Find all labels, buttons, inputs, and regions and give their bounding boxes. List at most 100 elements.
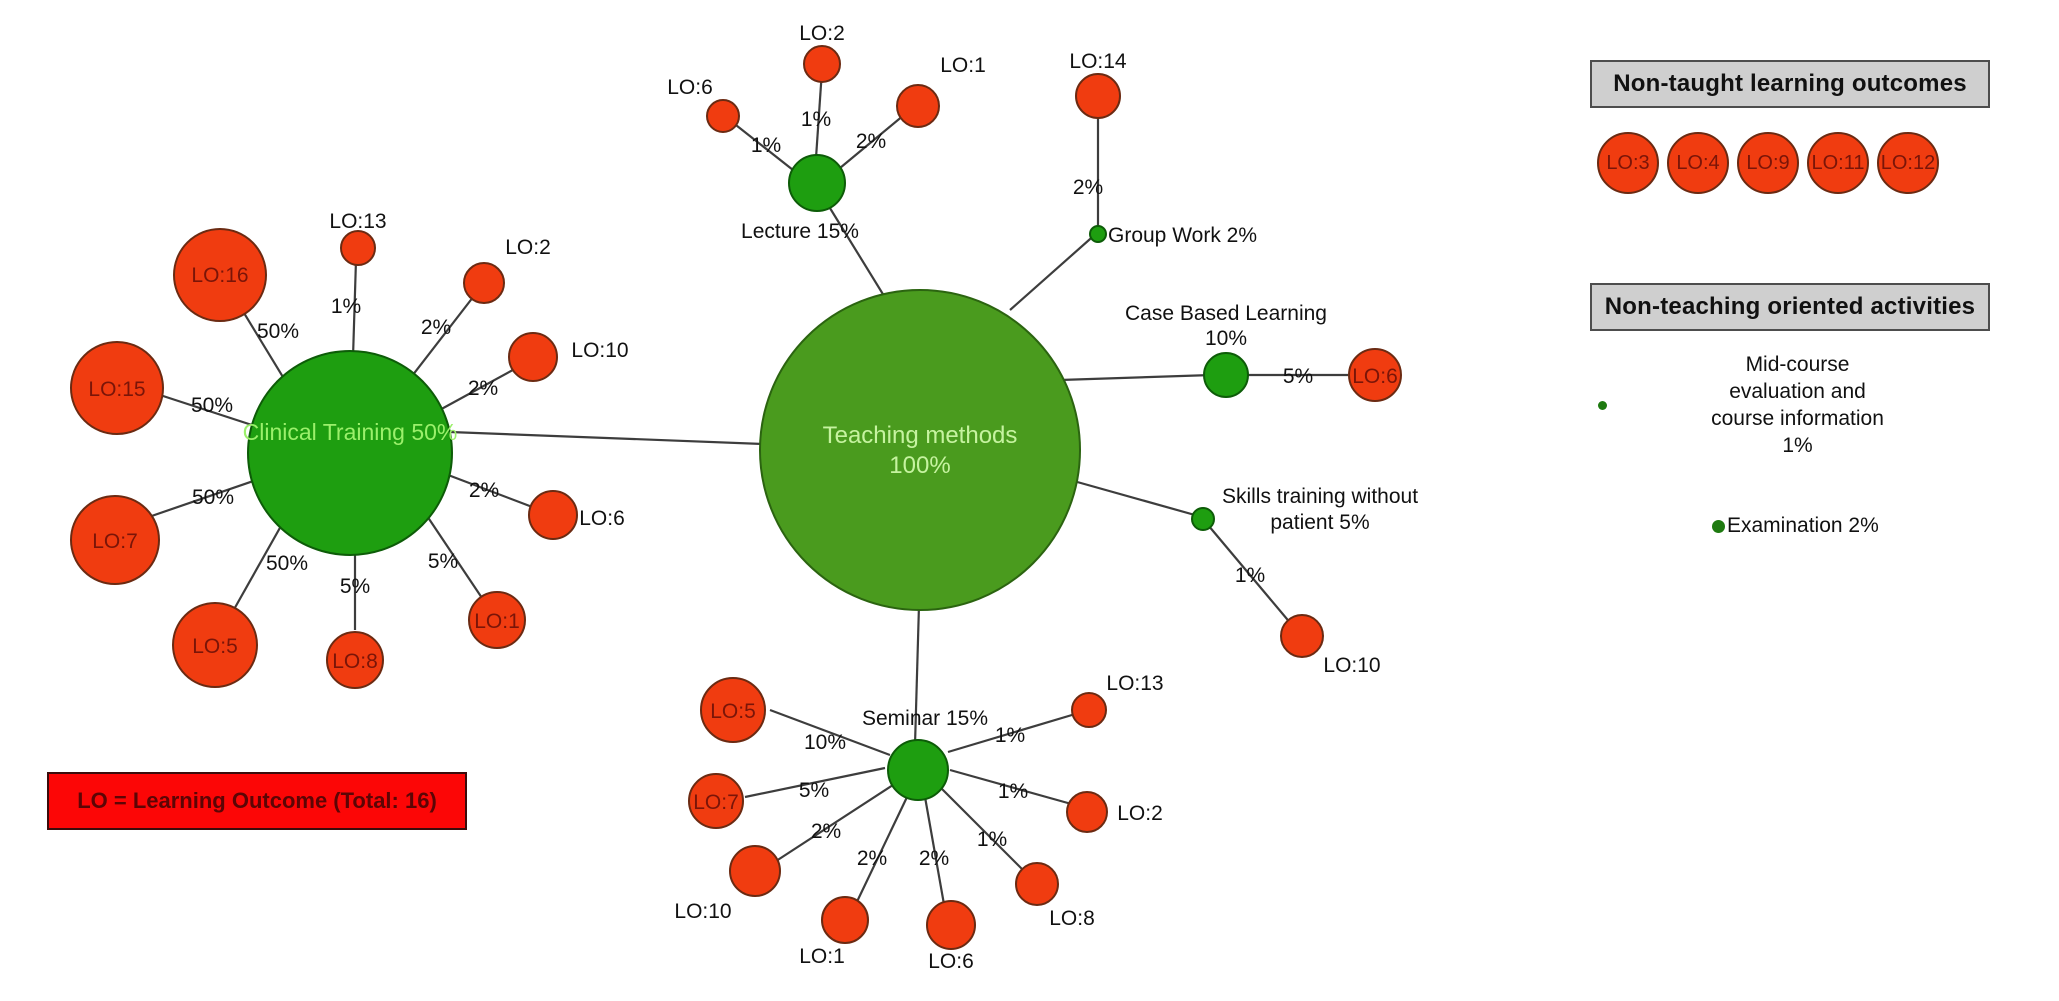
node-lo-10-clinical[interactable] bbox=[508, 332, 558, 382]
legend-lo-key-text: LO = Learning Outcome (Total: 16) bbox=[77, 788, 437, 813]
edge-label-clinical-lo16: 50% bbox=[257, 320, 299, 343]
legend-activity-midcourse-l4: 1% bbox=[1782, 433, 1813, 457]
edge-clinical-lo5 bbox=[227, 509, 291, 621]
edge-label-seminar-lo10: 2% bbox=[811, 820, 841, 843]
edge-label-clinical-lo10: 2% bbox=[468, 377, 498, 400]
edge-seminar-lo6 bbox=[923, 796, 947, 911]
node-lo-8-seminar-label: LO:8 bbox=[1049, 907, 1095, 930]
legend-activity-examination: Examination 2% bbox=[1712, 513, 1879, 540]
edge-label-clinical-lo6: 2% bbox=[469, 479, 499, 502]
legend-nontaught-chip[interactable]: LO:11 bbox=[1807, 132, 1869, 194]
node-lo-16[interactable] bbox=[173, 228, 267, 322]
node-lo-10-clinical-label: LO:10 bbox=[571, 339, 628, 362]
legend-nontaught-chip[interactable]: LO:4 bbox=[1667, 132, 1729, 194]
legend-nontaught-chip[interactable]: LO:12 bbox=[1877, 132, 1939, 194]
edge-label-clinical-lo1: 5% bbox=[428, 550, 458, 573]
node-clinical-training-label: Clinical Training 50% bbox=[243, 419, 458, 445]
node-lo-2-seminar[interactable] bbox=[1066, 791, 1108, 833]
legend-nontaught-chip[interactable]: LO:9 bbox=[1737, 132, 1799, 194]
legend-lo-key: LO = Learning Outcome (Total: 16) bbox=[47, 772, 467, 830]
node-skills-label-line2: patient 5% bbox=[1270, 511, 1369, 534]
edge-label-clinical-lo8: 5% bbox=[340, 575, 370, 598]
legend-nontaught-title: Non-taught learning outcomes bbox=[1613, 70, 1967, 97]
edge-label-clinical-lo7: 50% bbox=[192, 486, 234, 509]
edge-label-lecture-lo6: 1% bbox=[751, 134, 781, 157]
edge-label-seminar-lo1: 2% bbox=[857, 847, 887, 870]
node-lo-13-label: LO:13 bbox=[329, 210, 386, 233]
node-group-work[interactable] bbox=[1089, 225, 1107, 243]
node-lo-7-seminar-label: LO:7 bbox=[693, 791, 739, 814]
edge-clinical-lo6 bbox=[434, 468, 536, 510]
edge-center-cbl bbox=[1059, 373, 1213, 382]
seminar-edges bbox=[744, 708, 1083, 911]
node-skills-label-line1: Skills training without bbox=[1222, 485, 1418, 508]
node-lo-8-clinical[interactable] bbox=[326, 631, 384, 689]
edge-label-lecture-lo1: 2% bbox=[856, 130, 886, 153]
node-lecture-label: Lecture 15% bbox=[741, 220, 859, 243]
node-lo-2-lecture[interactable] bbox=[803, 45, 841, 83]
legend-activity-midcourse-text: Mid-course evaluation and course informa… bbox=[1607, 352, 1988, 460]
node-lo-15[interactable] bbox=[70, 341, 164, 435]
node-case-based-learning[interactable] bbox=[1203, 352, 1249, 398]
edge-label-seminar-lo7: 5% bbox=[799, 779, 829, 802]
activity-bullet-icon bbox=[1598, 401, 1607, 411]
node-lecture[interactable] bbox=[788, 154, 846, 212]
edge-label-seminar-lo8: 1% bbox=[977, 828, 1007, 851]
node-lo-13-seminar[interactable] bbox=[1071, 692, 1107, 728]
edge-seminar-lo5 bbox=[769, 708, 891, 757]
legend-nonteaching-title: Non-teaching oriented activities bbox=[1604, 293, 1976, 320]
node-lo-10-seminar-label: LO:10 bbox=[674, 900, 731, 923]
node-cbl-label-line1: Case Based Learning bbox=[1125, 302, 1327, 325]
node-lo-2-clinical-label: LO:2 bbox=[505, 236, 551, 259]
node-lo-2-clinical[interactable] bbox=[463, 262, 505, 304]
edge-seminar-lo8 bbox=[940, 787, 1026, 873]
node-lo-6-clinical[interactable] bbox=[528, 490, 578, 540]
node-clinical-training[interactable] bbox=[247, 350, 453, 556]
node-group-work-label: Group Work 2% bbox=[1108, 224, 1257, 247]
node-lo-1-lecture-label: LO:1 bbox=[940, 54, 986, 77]
node-lo-8-seminar[interactable] bbox=[1015, 862, 1059, 906]
legend-nontaught-header: Non-taught learning outcomes bbox=[1590, 60, 1990, 108]
legend-nontaught-chip-row: LO:3 LO:4 LO:9 LO:11 LO:12 bbox=[1597, 132, 1939, 194]
node-seminar[interactable] bbox=[887, 739, 949, 801]
legend-nontaught-chip[interactable]: LO:3 bbox=[1597, 132, 1659, 194]
node-lo-14[interactable] bbox=[1075, 73, 1121, 119]
edge-label-skills-lo10: 1% bbox=[1235, 564, 1265, 587]
node-lo-5-clinical[interactable] bbox=[172, 602, 258, 688]
node-lo-1-lecture[interactable] bbox=[896, 84, 940, 128]
node-teaching-methods[interactable] bbox=[759, 289, 1081, 611]
node-lo-6-lecture[interactable] bbox=[706, 99, 740, 133]
node-lo-5-seminar[interactable] bbox=[700, 677, 766, 743]
edge-label-seminar-lo13: 1% bbox=[995, 724, 1025, 747]
legend-activity-examination-text: Examination 2% bbox=[1727, 514, 1879, 537]
edge-label-clinical-lo2: 2% bbox=[421, 316, 451, 339]
edge-label-clinical-lo13: 1% bbox=[331, 295, 361, 318]
node-lo-6-cbl[interactable] bbox=[1348, 348, 1402, 402]
lecture-edges bbox=[726, 69, 911, 171]
node-skills-training[interactable] bbox=[1191, 507, 1215, 531]
skills-edges bbox=[1207, 524, 1293, 626]
node-lo-1-clinical[interactable] bbox=[468, 591, 526, 649]
node-lo-5-clinical-label: LO:5 bbox=[192, 635, 238, 658]
node-lo-7-clinical[interactable] bbox=[70, 495, 160, 585]
node-lo-10-skills-label: LO:10 bbox=[1323, 654, 1380, 677]
node-lo-2-seminar-label: LO:2 bbox=[1117, 802, 1163, 825]
node-lo-1-seminar[interactable] bbox=[821, 896, 869, 944]
legend-activity-midcourse-l3: course information bbox=[1711, 406, 1884, 430]
node-lo-7-seminar[interactable] bbox=[688, 773, 744, 829]
node-teaching-methods-line1: Teaching methods bbox=[823, 422, 1018, 449]
node-lo-13[interactable] bbox=[340, 230, 376, 266]
edge-label-clinical-lo5: 50% bbox=[266, 552, 308, 575]
node-lo-10-seminar[interactable] bbox=[729, 845, 781, 897]
node-lo-6-seminar[interactable] bbox=[926, 900, 976, 950]
node-seminar-label: Seminar 15% bbox=[862, 707, 988, 730]
edge-center-groupwork bbox=[1009, 231, 1099, 311]
node-lo-10-skills[interactable] bbox=[1280, 614, 1324, 658]
edge-label-clinical-lo15: 50% bbox=[191, 394, 233, 417]
legend-activity-midcourse-l1: Mid-course bbox=[1745, 353, 1850, 376]
edge-clinical-lo15 bbox=[159, 393, 259, 429]
node-lo-16-label: LO:16 bbox=[191, 264, 248, 287]
edge-label-groupwork-lo14: 2% bbox=[1073, 176, 1103, 199]
